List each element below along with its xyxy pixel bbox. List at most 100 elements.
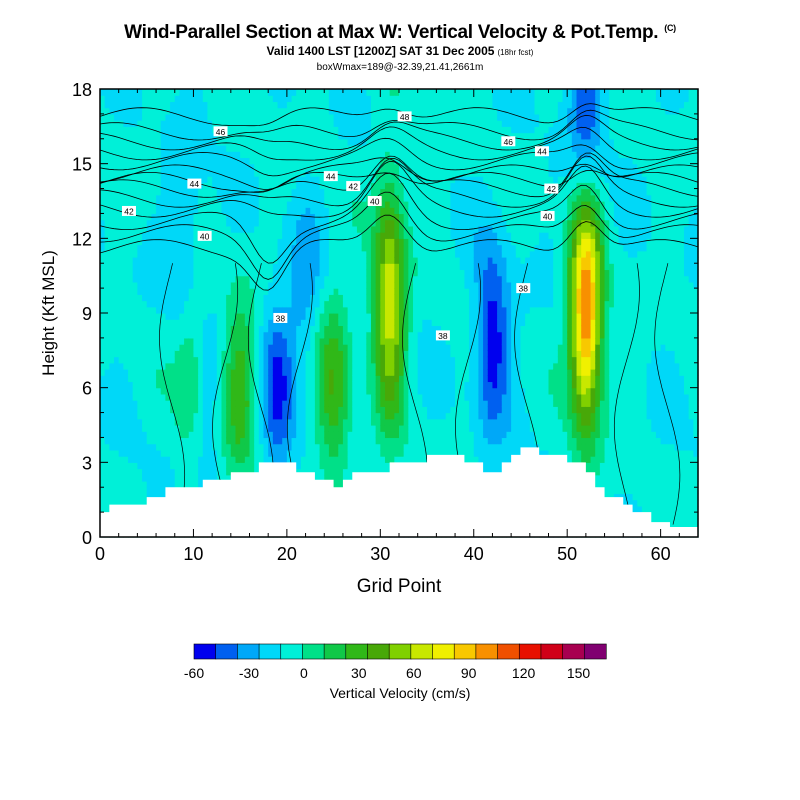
velocity-cell <box>109 350 115 358</box>
velocity-cell <box>142 437 148 445</box>
velocity-cell <box>413 381 419 389</box>
velocity-cell <box>212 169 218 177</box>
velocity-cell <box>156 145 162 152</box>
velocity-cell <box>188 456 195 463</box>
velocity-cell <box>109 468 115 476</box>
velocity-cell <box>314 474 321 482</box>
velocity-cell <box>156 319 162 327</box>
velocity-cell <box>123 493 129 501</box>
velocity-cell <box>170 443 176 451</box>
velocity-cell <box>268 356 274 364</box>
velocity-cell <box>137 319 143 327</box>
velocity-cell <box>132 331 138 339</box>
velocity-cell <box>272 257 279 264</box>
velocity-cell <box>188 288 195 295</box>
velocity-cell <box>207 194 213 202</box>
velocity-cell <box>291 89 297 96</box>
velocity-cell <box>184 350 190 358</box>
velocity-cell <box>240 138 246 146</box>
velocity-cell <box>202 406 209 414</box>
velocity-cell <box>254 163 260 171</box>
velocity-cell <box>370 163 377 171</box>
velocity-cell <box>226 418 232 426</box>
velocity-cell <box>384 400 391 407</box>
velocity-cell <box>361 443 367 451</box>
velocity-cell <box>244 319 251 327</box>
velocity-cell <box>394 418 400 426</box>
velocity-cell <box>352 313 358 320</box>
velocity-cell <box>366 138 372 146</box>
velocity-cell <box>128 313 134 320</box>
velocity-cell <box>146 443 152 451</box>
velocity-cell <box>235 294 241 302</box>
velocity-cell <box>244 313 251 320</box>
velocity-cell <box>254 145 260 152</box>
velocity-cell <box>338 443 344 451</box>
velocity-cell <box>128 176 134 183</box>
velocity-cell <box>366 456 372 463</box>
velocity-cell <box>123 169 129 177</box>
velocity-cell <box>300 188 307 196</box>
velocity-cell <box>244 225 251 233</box>
velocity-cell <box>328 425 335 432</box>
velocity-cell <box>356 400 363 407</box>
velocity-cell <box>384 244 391 252</box>
velocity-cell <box>338 225 344 233</box>
velocity-cell <box>104 207 110 215</box>
velocity-cell <box>272 406 279 414</box>
velocity-cell <box>380 89 386 96</box>
velocity-cell <box>380 425 386 432</box>
velocity-cell <box>333 207 339 215</box>
velocity-cell <box>132 257 138 264</box>
velocity-cell <box>165 456 171 463</box>
velocity-cell <box>104 101 110 109</box>
velocity-cell <box>254 375 260 383</box>
velocity-cell <box>268 101 274 109</box>
velocity-cell <box>188 443 195 451</box>
velocity-cell <box>193 201 199 208</box>
velocity-cell <box>100 387 106 395</box>
velocity-cell <box>160 288 166 295</box>
velocity-cell <box>193 188 199 196</box>
velocity-cell <box>240 375 246 383</box>
velocity-cell <box>380 281 386 289</box>
velocity-cell <box>263 207 269 215</box>
velocity-cell <box>300 101 307 109</box>
velocity-cell <box>342 474 349 482</box>
velocity-cell <box>198 449 204 457</box>
velocity-cell <box>216 201 223 208</box>
velocity-cell <box>347 456 353 463</box>
velocity-cell <box>165 449 171 457</box>
velocity-cell <box>244 300 251 308</box>
velocity-cell <box>160 107 166 115</box>
velocity-cell <box>342 462 349 470</box>
velocity-cell <box>394 412 400 420</box>
velocity-cell <box>296 344 302 351</box>
velocity-cell <box>174 89 181 96</box>
velocity-cell <box>160 275 166 283</box>
velocity-cell <box>151 238 157 246</box>
velocity-cell <box>296 132 302 140</box>
velocity-cell <box>366 281 372 289</box>
velocity-cell <box>179 219 185 227</box>
velocity-cell <box>272 95 279 103</box>
velocity-cell <box>263 269 269 277</box>
velocity-cell <box>333 219 339 227</box>
velocity-cell <box>244 126 251 134</box>
velocity-cell <box>198 474 204 482</box>
velocity-cell <box>300 163 307 171</box>
velocity-cell <box>328 113 335 121</box>
velocity-cell <box>310 126 316 134</box>
velocity-cell <box>114 257 120 264</box>
velocity-cell <box>263 325 269 333</box>
velocity-cell <box>413 362 419 370</box>
velocity-cell <box>249 257 255 264</box>
velocity-cell <box>361 219 367 227</box>
velocity-cell <box>286 362 293 370</box>
velocity-cell <box>314 418 321 426</box>
velocity-cell <box>123 107 129 115</box>
velocity-cell <box>100 437 106 445</box>
velocity-cell <box>216 325 223 333</box>
velocity-cell <box>342 456 349 463</box>
velocity-cell <box>142 120 148 127</box>
